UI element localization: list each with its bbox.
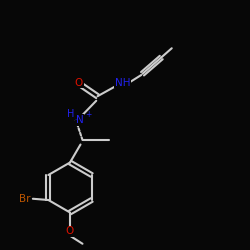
Text: H: H (67, 110, 74, 120)
Text: O: O (74, 78, 83, 88)
Text: NH: NH (115, 78, 130, 88)
Text: O: O (66, 226, 74, 236)
Text: ··: ·· (74, 117, 78, 123)
Text: +: + (85, 110, 91, 119)
Text: Br: Br (19, 194, 30, 204)
Text: N: N (76, 115, 84, 125)
